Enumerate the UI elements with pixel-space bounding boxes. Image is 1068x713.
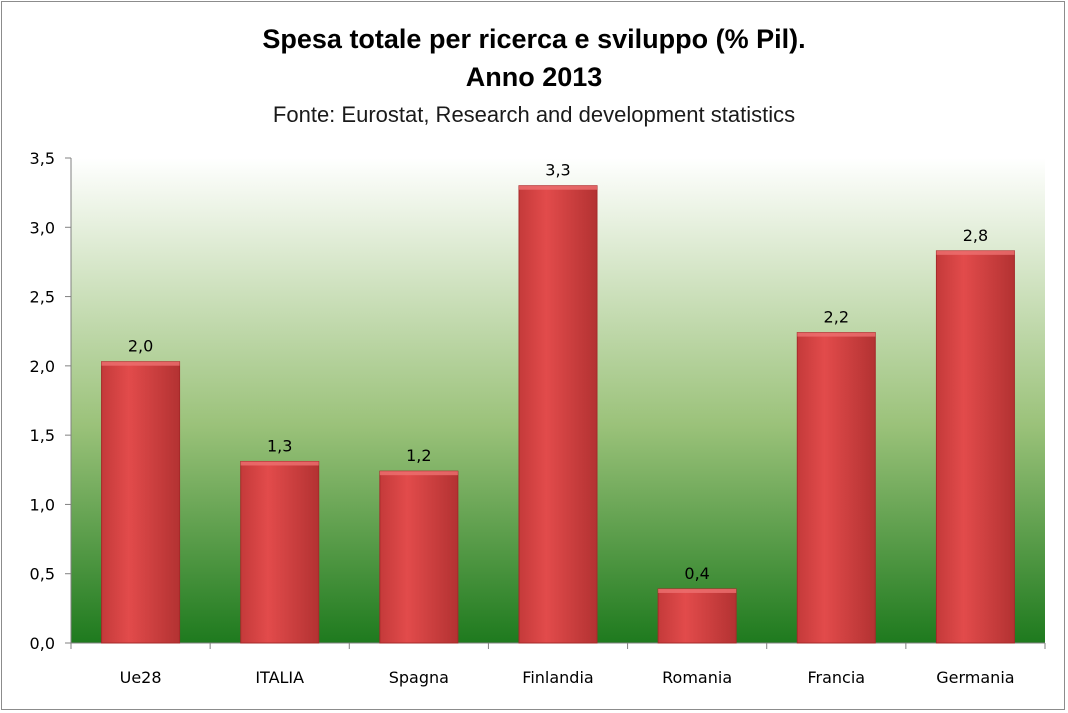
bar-top-highlight <box>519 185 597 190</box>
y-tick-label: 0,0 <box>30 634 55 653</box>
chart-title-year: Anno 2013 <box>465 62 603 92</box>
y-tick-label: 0,5 <box>30 565 55 584</box>
chart-title: Spesa totale per ricerca e sviluppo (% P… <box>262 24 806 54</box>
bar-top-highlight <box>797 332 876 337</box>
y-tick-label: 2,5 <box>30 288 55 307</box>
bar-top-highlight <box>936 250 1015 255</box>
y-tick-label: 1,5 <box>30 426 55 445</box>
y-tick-label: 3,5 <box>30 149 55 168</box>
chart-subtitle: Fonte: Eurostat, Research and developmen… <box>272 102 796 127</box>
x-tick-label: Finlandia <box>522 668 593 687</box>
data-label: 1,2 <box>406 446 431 465</box>
y-tick-label: 2,0 <box>30 357 55 376</box>
data-label: 2,8 <box>963 226 988 245</box>
x-tick-label: Germania <box>936 668 1014 687</box>
x-tick-label: Ue28 <box>120 668 162 687</box>
y-tick-label: 1,0 <box>30 495 55 514</box>
bar-spagna <box>379 470 459 644</box>
x-tick-label: Francia <box>807 668 865 687</box>
bar-ue28 <box>101 361 181 644</box>
bar-italia <box>240 460 320 644</box>
data-label: 0,4 <box>684 564 709 583</box>
bar-top-highlight <box>658 588 737 593</box>
bar-top-highlight <box>379 471 458 476</box>
bar-germania <box>935 250 1015 644</box>
data-label: 2,0 <box>128 337 153 356</box>
bar-finlandia <box>518 185 598 644</box>
data-label: 2,2 <box>824 308 849 327</box>
y-tick-label: 3,0 <box>30 218 55 237</box>
x-tick-label: ITALIA <box>255 668 304 687</box>
bar-romania <box>657 588 737 644</box>
data-label: 3,3 <box>545 161 570 180</box>
data-label: 1,3 <box>267 436 292 455</box>
bar-francia <box>796 332 876 644</box>
x-tick-label: Romania <box>662 668 732 687</box>
bar-top-highlight <box>101 361 180 366</box>
bar-top-highlight <box>240 461 319 466</box>
x-tick-label: Spagna <box>389 668 449 687</box>
